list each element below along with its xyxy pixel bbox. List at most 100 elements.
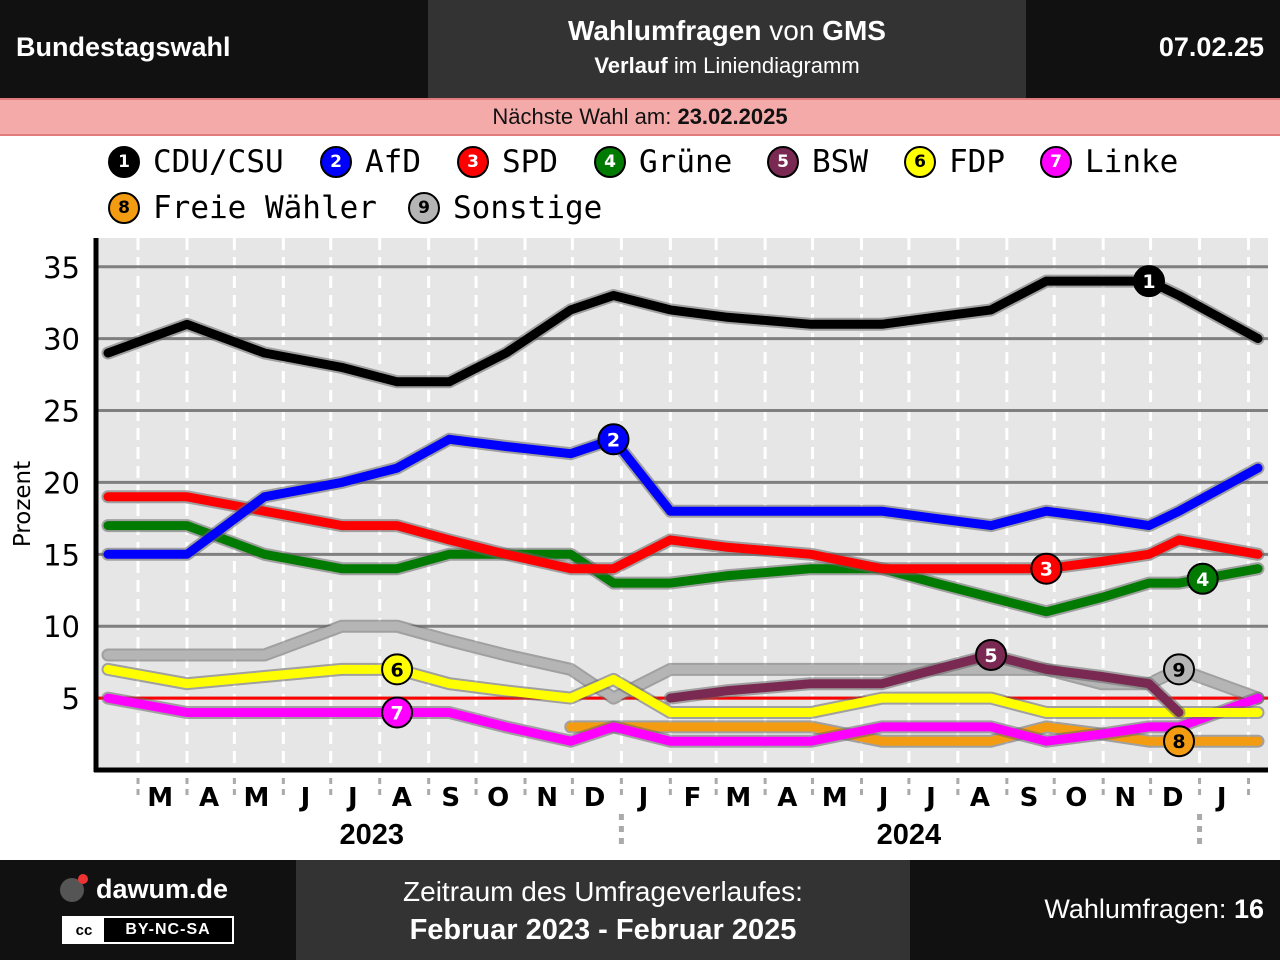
month-label: D bbox=[584, 783, 606, 813]
series-marker bbox=[975, 638, 1008, 671]
month-label: A bbox=[777, 783, 797, 813]
series-line bbox=[103, 276, 1263, 387]
y-tick-label: 5 bbox=[62, 682, 80, 716]
legend-marker: 6 bbox=[904, 146, 936, 178]
legend-label: Sonstige bbox=[453, 190, 603, 226]
month-label: N bbox=[1114, 783, 1136, 813]
series-marker-number: 5 bbox=[984, 645, 997, 667]
series-marker bbox=[381, 653, 414, 686]
month-label: A bbox=[392, 783, 412, 813]
series-marker-number: 6 bbox=[390, 659, 403, 681]
legend-marker: 1 bbox=[108, 146, 140, 178]
next-election-bar: Nächste Wahl am: 23.02.2025 bbox=[0, 98, 1280, 136]
series-line bbox=[665, 650, 1184, 717]
poll-count-label: Wahlumfragen: bbox=[1044, 894, 1234, 924]
series-marker-number: 2 bbox=[607, 429, 620, 451]
legend-label: CDU/CSU bbox=[153, 144, 284, 180]
title-bold: Wahlumfragen bbox=[568, 15, 762, 46]
legend-item: 1 CDU/CSU bbox=[108, 142, 284, 182]
month-label: O bbox=[1065, 783, 1087, 813]
period-label: Zeitraum des Umfrageverlaufes: bbox=[403, 876, 803, 907]
legend-label: BSW bbox=[812, 144, 868, 180]
month-label: S bbox=[1020, 783, 1039, 813]
legend-label: SPD bbox=[502, 144, 558, 180]
month-label: J bbox=[637, 783, 649, 813]
top-bar: Bundestagswahl Wahlumfragen von GMS Verl… bbox=[0, 0, 1280, 98]
series-line bbox=[103, 693, 1263, 746]
month-label: F bbox=[684, 783, 702, 813]
header-center: Wahlumfragen von GMS Verlauf im Liniendi… bbox=[428, 0, 1026, 98]
legend-label: AfD bbox=[365, 144, 421, 180]
year-label: 2024 bbox=[877, 819, 942, 851]
chart-subtitle: Verlauf im Liniendiagramm bbox=[428, 53, 1026, 79]
y-tick-label: 25 bbox=[43, 395, 80, 429]
series-marker-number: 7 bbox=[390, 702, 403, 724]
series-line bbox=[103, 434, 1263, 559]
title-mid: von bbox=[761, 15, 823, 46]
subtitle-bold: Verlauf bbox=[594, 53, 668, 78]
month-label: S bbox=[441, 783, 460, 813]
footer-left: dawum.de cc BY-NC-SA bbox=[0, 860, 296, 960]
subtitle-rest: im Liniendiagramm bbox=[667, 53, 860, 78]
legend-marker: 8 bbox=[108, 192, 140, 224]
month-label: J bbox=[877, 783, 889, 813]
y-tick-label: 20 bbox=[43, 466, 80, 500]
series-line bbox=[566, 722, 1263, 746]
legend-label: Freie Wähler bbox=[153, 190, 377, 226]
year-label: 2023 bbox=[340, 819, 405, 851]
next-election-label: Nächste Wahl am: bbox=[492, 104, 678, 129]
license-badge[interactable]: cc BY-NC-SA bbox=[62, 916, 234, 944]
chart-title: Wahlumfragen von GMS bbox=[428, 15, 1026, 47]
series-line bbox=[103, 521, 1263, 617]
y-tick-label: 10 bbox=[43, 610, 80, 644]
legend-item: 3 SPD bbox=[457, 142, 558, 182]
title-institute: GMS bbox=[822, 15, 886, 46]
y-tick-label: 30 bbox=[43, 323, 80, 357]
footer-bar: dawum.de cc BY-NC-SA Zeitraum des Umfrage… bbox=[0, 860, 1280, 960]
election-name: Bundestagswahl bbox=[16, 32, 231, 62]
y-axis-label: Prozent bbox=[10, 461, 36, 547]
brand[interactable]: dawum.de bbox=[60, 873, 228, 905]
month-label: O bbox=[487, 783, 509, 813]
series-marker-number: 9 bbox=[1172, 659, 1185, 681]
series-line bbox=[103, 492, 1263, 574]
month-label: A bbox=[199, 783, 219, 813]
legend-item: 5 BSW bbox=[767, 142, 868, 182]
month-label: M bbox=[725, 783, 751, 813]
legend-label: Linke bbox=[1085, 144, 1179, 180]
month-label: J bbox=[299, 783, 311, 813]
series-marker bbox=[1186, 562, 1219, 595]
month-label: M bbox=[822, 783, 848, 813]
month-label: M bbox=[244, 783, 270, 813]
legend-marker: 2 bbox=[320, 146, 352, 178]
series-marker bbox=[381, 696, 414, 729]
footer-period: Zeitraum des Umfrageverlaufes: Februar 2… bbox=[296, 860, 910, 960]
license-text: BY-NC-SA bbox=[125, 921, 211, 938]
legend-marker: 9 bbox=[408, 192, 440, 224]
month-label: J bbox=[346, 783, 358, 813]
month-label: D bbox=[1162, 783, 1184, 813]
y-tick-label: 15 bbox=[43, 538, 80, 572]
legend-item: 9 Sonstige bbox=[408, 188, 602, 228]
legend-label: FDP bbox=[949, 144, 1005, 180]
series-marker bbox=[597, 423, 630, 456]
dawum-logo-icon bbox=[60, 873, 88, 902]
month-label: J bbox=[924, 783, 936, 813]
series-marker-number: 3 bbox=[1040, 559, 1053, 581]
legend-item: 4 Grüne bbox=[594, 142, 732, 182]
series-marker bbox=[1133, 265, 1166, 298]
creative-commons-icon: cc bbox=[64, 918, 104, 942]
legend-marker: 5 bbox=[767, 146, 799, 178]
y-tick-label: 35 bbox=[43, 251, 80, 285]
poll-count-value: 16 bbox=[1233, 894, 1264, 924]
legend-item: 7 Linke bbox=[1040, 142, 1178, 182]
legend-label: Grüne bbox=[639, 144, 733, 180]
legend-marker: 4 bbox=[594, 146, 626, 178]
month-label: J bbox=[1215, 783, 1227, 813]
legend-item: 8 Freie Wähler bbox=[108, 188, 377, 228]
month-label: A bbox=[970, 783, 990, 813]
series-line bbox=[103, 664, 1263, 717]
header-date: 07.02.25 bbox=[1158, 32, 1264, 62]
next-election-date: 23.02.2025 bbox=[677, 104, 788, 129]
